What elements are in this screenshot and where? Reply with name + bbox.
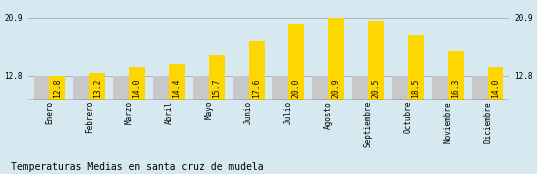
- Bar: [233, 76, 249, 100]
- Bar: [313, 76, 328, 100]
- Bar: [392, 76, 408, 100]
- Text: 14.0: 14.0: [491, 79, 500, 98]
- Bar: [209, 55, 224, 100]
- Bar: [272, 76, 288, 100]
- Bar: [33, 76, 49, 100]
- Text: 20.0: 20.0: [292, 79, 301, 98]
- Text: 16.3: 16.3: [451, 79, 460, 98]
- Bar: [368, 21, 384, 100]
- Bar: [352, 76, 368, 100]
- Text: 12.8: 12.8: [53, 79, 62, 98]
- Text: 13.2: 13.2: [93, 79, 101, 98]
- Text: 20.9: 20.9: [332, 79, 340, 98]
- Text: 20.5: 20.5: [372, 79, 381, 98]
- Bar: [193, 76, 209, 100]
- Bar: [153, 76, 169, 100]
- Bar: [129, 67, 145, 100]
- Text: 14.4: 14.4: [172, 79, 182, 98]
- Text: 15.7: 15.7: [212, 79, 221, 98]
- Text: 18.5: 18.5: [411, 79, 420, 98]
- Bar: [408, 35, 424, 100]
- Bar: [448, 51, 463, 100]
- Bar: [471, 76, 488, 100]
- Bar: [74, 76, 89, 100]
- Text: 14.0: 14.0: [133, 79, 142, 98]
- Bar: [169, 64, 185, 100]
- Bar: [288, 24, 304, 100]
- Bar: [432, 76, 448, 100]
- Bar: [113, 76, 129, 100]
- Text: 17.6: 17.6: [252, 79, 261, 98]
- Bar: [249, 41, 265, 100]
- Bar: [328, 18, 344, 100]
- Bar: [488, 67, 504, 100]
- Text: Temperaturas Medias en santa cruz de mudela: Temperaturas Medias en santa cruz de mud…: [11, 162, 263, 172]
- Bar: [89, 73, 105, 100]
- Bar: [49, 76, 66, 100]
